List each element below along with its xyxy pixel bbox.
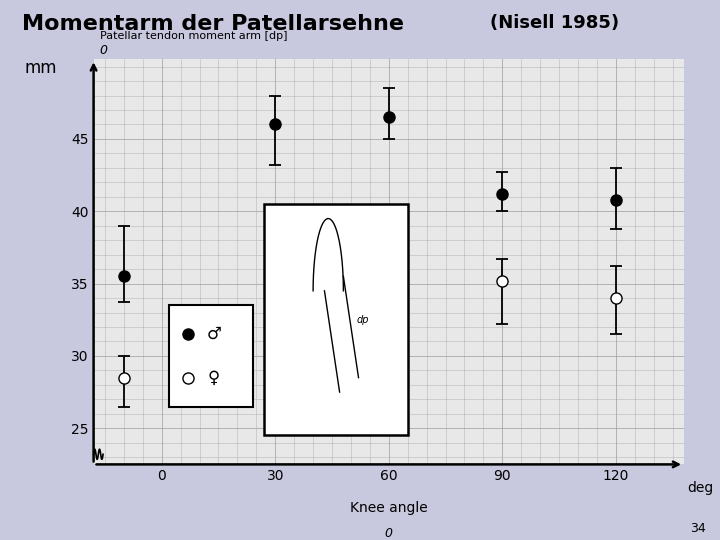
Bar	[169, 305, 253, 407]
Text: 0: 0	[99, 44, 107, 57]
Text: deg: deg	[687, 481, 714, 495]
Text: Knee angle: Knee angle	[350, 501, 428, 515]
Text: ♀: ♀	[207, 369, 220, 387]
Text: Momentarm der Patellarsehne: Momentarm der Patellarsehne	[22, 14, 404, 33]
Text: (Nisell 1985): (Nisell 1985)	[490, 14, 618, 31]
Text: Patellar tendon moment arm [dp]: Patellar tendon moment arm [dp]	[99, 31, 287, 41]
Bar	[264, 204, 408, 435]
Text: 34: 34	[690, 522, 706, 535]
Text: mm: mm	[24, 59, 57, 77]
Text: ♂: ♂	[207, 325, 222, 343]
Text: dp: dp	[356, 315, 369, 325]
Text: 0: 0	[384, 527, 393, 540]
